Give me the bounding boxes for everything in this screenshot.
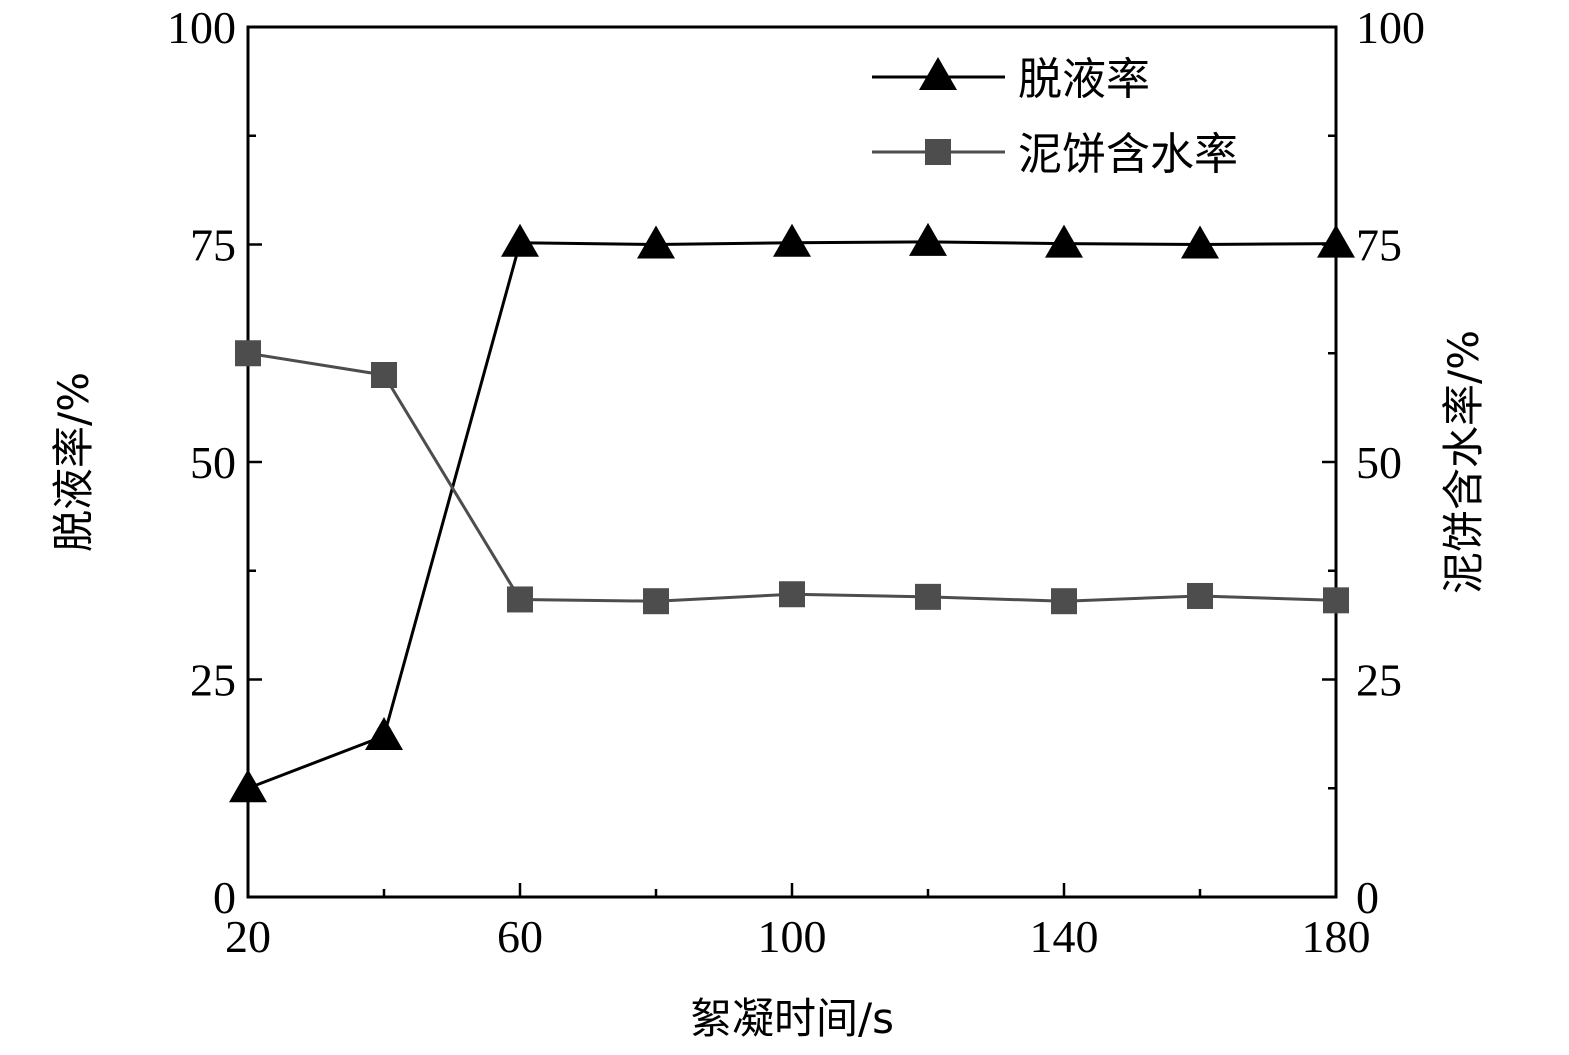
triangle-marker — [1045, 224, 1083, 258]
series-line-1 — [247, 240, 1337, 790]
x-tick-label: 180 — [1302, 911, 1371, 962]
triangle-marker — [501, 223, 539, 257]
triangle-marker — [1317, 224, 1355, 258]
square-marker — [1051, 588, 1077, 615]
triangle-marker — [637, 225, 675, 259]
square-marker — [915, 583, 941, 610]
square-marker — [235, 340, 261, 367]
square-marker — [1187, 582, 1213, 609]
left-y-tick-label: 100 — [167, 2, 236, 53]
left-y-axis-title: 脱液率/% — [49, 372, 98, 552]
x-axis-title: 絮凝时间/s — [690, 994, 894, 1043]
right-y-tick-label: 100 — [1356, 2, 1425, 53]
legend-label-moisture: 泥饼含水率 — [1018, 129, 1238, 180]
square-marker — [779, 581, 805, 608]
legend-label-dewatering: 脱液率 — [1018, 54, 1150, 105]
right-y-tick-label: 75 — [1356, 220, 1402, 271]
right-y-tick-label: 50 — [1356, 437, 1402, 488]
left-y-tick-label: 75 — [190, 220, 236, 271]
triangle-marker — [1181, 225, 1219, 259]
square-marker — [371, 362, 397, 388]
square-marker — [643, 588, 669, 615]
left-y-tick-label: 0 — [213, 872, 236, 923]
legend: 脱液率 泥饼含水率 — [872, 54, 1238, 180]
right-y-tick-label: 0 — [1356, 872, 1379, 923]
x-tick-label: 20 — [225, 911, 271, 962]
x-tick-label: 60 — [497, 911, 543, 962]
series-line-2 — [247, 351, 1337, 603]
left-y-tick-label: 25 — [190, 655, 236, 706]
triangle-marker — [773, 223, 811, 257]
square-marker — [507, 586, 533, 613]
left-y-tick-label: 50 — [190, 437, 236, 488]
triangle-marker — [909, 222, 947, 256]
series-group — [229, 222, 1355, 803]
x-tick-label: 140 — [1030, 911, 1099, 962]
right-y-axis-title: 泥饼含水率/% — [1439, 330, 1488, 594]
legend-marker-square — [925, 139, 951, 165]
right-y-tick-label: 25 — [1356, 655, 1402, 706]
x-tick-label: 100 — [758, 911, 827, 962]
square-marker — [1323, 587, 1349, 614]
triangle-marker — [229, 769, 267, 803]
legend-marker-triangle — [919, 57, 957, 90]
triangle-marker — [365, 717, 403, 751]
